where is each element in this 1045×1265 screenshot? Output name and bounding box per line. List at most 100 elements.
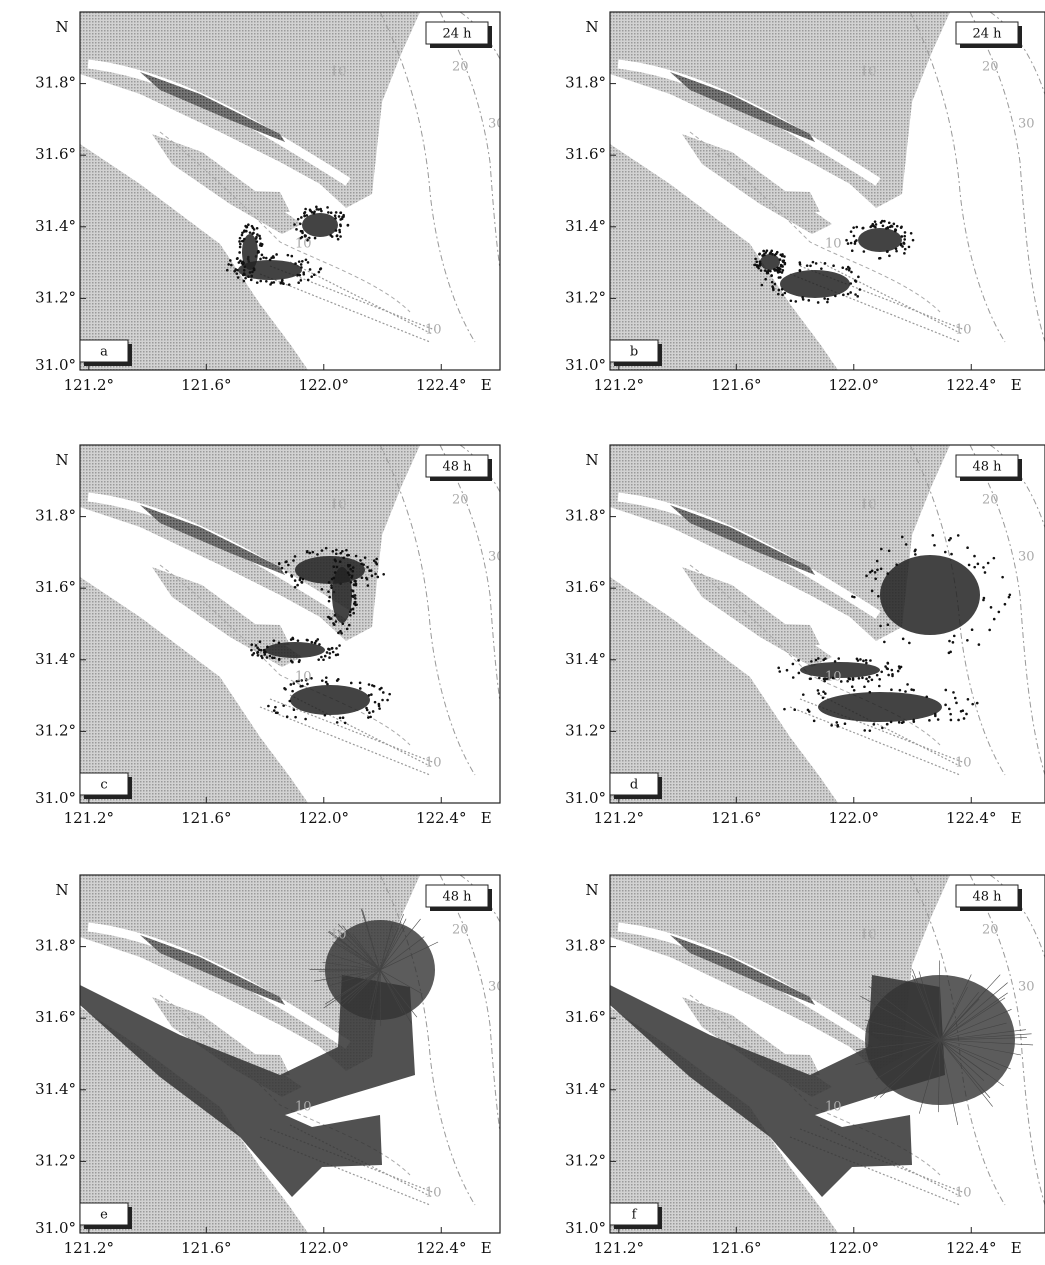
particle [343,721,347,725]
x-tick-label: 121.6° [711,376,761,394]
particle [892,222,896,226]
map-panel: 10 10 20 30 10 24 h a 31.0° 31.2° 31.4° 31.6° 31.8°… [35,11,501,394]
particle [318,643,321,646]
particle [900,235,904,238]
particle [909,232,913,235]
panel-label: b [630,345,638,360]
particle [836,723,840,727]
particle [242,268,246,272]
particle [869,570,872,574]
x-tick-label: 121.2° [594,1239,644,1257]
particle [322,658,325,662]
trajectory [939,1039,1022,1056]
particle [778,258,782,261]
particle [910,688,913,691]
particle [335,679,339,682]
particle [367,716,370,719]
particle [756,264,759,267]
particle [894,247,898,251]
y-tick-label: 31.0° [35,1219,76,1237]
particle [877,594,880,598]
map-content: 10 10 20 30 10 [610,445,1045,803]
particle [242,261,245,265]
contour-label: 10 [295,670,312,685]
particle [765,249,769,252]
contour-label: 10 [330,65,347,80]
particle [894,228,898,232]
particle [876,568,879,572]
x-tick-label: 122.4° [416,1239,466,1257]
time-label: 48 h [972,460,1002,475]
particle [311,550,315,554]
particle [262,648,266,652]
particle [868,675,871,679]
particle [300,581,304,584]
panel-label: c [100,778,107,793]
trajectory [379,969,404,1013]
particle [890,688,893,692]
trajectory [322,962,381,971]
x-tick-label: 122.0° [829,1239,879,1257]
particle [277,641,281,645]
particle [805,264,809,267]
particle [780,264,784,268]
particle [373,700,377,704]
particle [911,238,915,242]
particle [1007,595,1011,599]
particle [855,225,859,229]
particle [330,577,334,581]
particle [955,701,958,705]
particle [827,677,831,680]
particle [866,679,870,683]
particle [822,690,825,694]
particle [262,256,265,259]
particle [256,233,259,236]
particle [997,610,1001,614]
particle [878,257,881,260]
particle [241,239,245,243]
y-tick-label: 31.8° [35,507,76,525]
particle [372,559,376,563]
particle [314,639,318,643]
particle [324,546,328,550]
particle [826,297,830,301]
particle [763,253,766,257]
particle [313,641,317,645]
trajectory [939,974,972,1041]
particle [988,628,991,632]
particle [319,207,323,211]
particle [884,665,887,668]
particle [310,677,313,680]
particle [951,641,955,644]
particle [933,543,936,547]
particle [291,660,294,664]
particle [377,704,381,708]
particle [299,263,303,266]
trajectory [352,933,381,971]
trajectory [337,929,381,971]
contour-label: 10 [860,498,877,513]
particle [902,242,906,245]
trajectory [939,1039,993,1107]
particle [255,240,259,243]
particle [303,211,306,215]
particle [853,595,856,599]
particle [291,689,294,693]
particle [301,231,304,235]
particle [856,659,860,662]
particle [965,712,968,716]
particle [347,553,351,557]
particle [250,274,254,278]
particle [298,273,302,277]
particle [289,683,293,686]
particle [338,230,342,234]
particle [293,579,297,582]
particle [335,565,339,569]
particle [261,656,264,660]
particle [263,653,267,656]
particle [367,694,371,697]
particle [240,233,244,237]
particle [936,718,940,721]
particle [255,281,259,284]
y-tick-label: 31.4° [565,650,606,668]
